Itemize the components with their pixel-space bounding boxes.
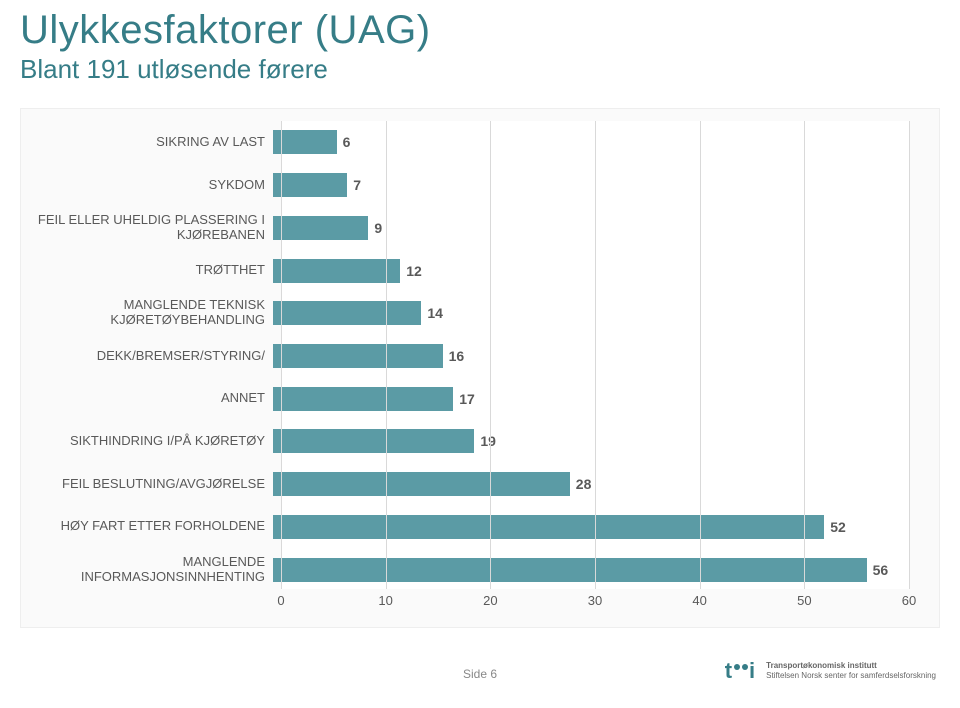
category-label: MANGLENDE TEKNISK KJØRETØYBEHANDLING	[21, 298, 273, 328]
bar-row: SYKDOM 7	[21, 166, 909, 204]
slide: Ulykkesfaktorer (UAG) Blant 191 utløsend…	[0, 0, 960, 708]
logo-dot-icon	[742, 664, 748, 670]
category-label: FEIL ELLER UHELDIG PLASSERING I KJØREBAN…	[21, 213, 273, 243]
grid-line	[281, 121, 282, 589]
bar	[273, 216, 368, 240]
category-label: ANNET	[21, 391, 273, 406]
x-axis: 0102030405060	[281, 593, 909, 615]
bar	[273, 515, 824, 539]
bar-track: 56	[273, 558, 909, 582]
bar-track: 19	[273, 429, 909, 453]
bar-track: 6	[273, 130, 909, 154]
value-label: 19	[480, 433, 496, 449]
grid-line	[386, 121, 387, 589]
plot-area: SIKRING AV LAST6SYKDOM7FEIL ELLER UHELDI…	[281, 121, 909, 589]
category-label: SIKRING AV LAST	[21, 135, 273, 150]
slide-footer: Side 6 ti Transportøkonomisk institutt S…	[0, 654, 960, 694]
category-label: FEIL BESLUTNING/AVGJØRELSE	[21, 477, 273, 492]
logo-dot-icon	[734, 664, 740, 670]
bar	[273, 173, 347, 197]
category-label: TRØTTHET	[21, 263, 273, 278]
x-tick-label: 50	[797, 593, 811, 608]
grid-line	[909, 121, 910, 589]
bar	[273, 301, 421, 325]
bar	[273, 387, 453, 411]
value-label: 14	[427, 305, 443, 321]
value-label: 9	[374, 220, 382, 236]
bar-row: SIKRING AV LAST 6	[21, 123, 909, 161]
bar	[273, 472, 570, 496]
category-label: DEKK/BREMSER/STYRING/	[21, 349, 273, 364]
x-tick-label: 60	[902, 593, 916, 608]
value-label: 12	[406, 263, 422, 279]
slide-subtitle: Blant 191 utløsende førere	[20, 54, 940, 85]
value-label: 52	[830, 519, 846, 535]
bar-row: FEIL ELLER UHELDIG PLASSERING I KJØREBAN…	[21, 209, 909, 247]
bar-track: 7	[273, 173, 909, 197]
bar-track: 14	[273, 301, 909, 325]
logo-block: ti Transportøkonomisk institutt Stiftels…	[725, 658, 936, 684]
value-label: 7	[353, 177, 361, 193]
category-label: SIKTHINDRING I/PÅ KJØRETØY	[21, 434, 273, 449]
value-label: 17	[459, 391, 475, 407]
page-number: Side 6	[463, 667, 497, 681]
value-label: 6	[343, 134, 351, 150]
category-label: SYKDOM	[21, 178, 273, 193]
bar	[273, 558, 867, 582]
bar	[273, 259, 400, 283]
x-tick-label: 40	[692, 593, 706, 608]
x-tick-label: 0	[277, 593, 284, 608]
bar	[273, 344, 443, 368]
bar	[273, 429, 474, 453]
toi-logo: ti	[725, 658, 756, 684]
bar-track: 28	[273, 472, 909, 496]
bar-track: 52	[273, 515, 909, 539]
bar-row: ANNET 17	[21, 380, 909, 418]
value-label: 16	[449, 348, 465, 364]
bar-row: HØY FART ETTER FORHOLDENE 52	[21, 508, 909, 546]
grid-line	[700, 121, 701, 589]
grid-line	[595, 121, 596, 589]
category-label: MANGLENDE INFORMASJONSINNHENTING	[21, 555, 273, 585]
x-tick-label: 20	[483, 593, 497, 608]
bar-row: TRØTTHET 12	[21, 252, 909, 290]
bar-row: DEKK/BREMSER/STYRING/16	[21, 337, 909, 375]
value-label: 28	[576, 476, 592, 492]
logo-text: Transportøkonomisk institutt Stiftelsen …	[766, 661, 936, 680]
logo-line1: Transportøkonomisk institutt	[766, 661, 936, 671]
grid-line	[490, 121, 491, 589]
bar-track: 9	[273, 216, 909, 240]
x-tick-label: 30	[588, 593, 602, 608]
bar-row: MANGLENDE INFORMASJONSINNHENTING 56	[21, 551, 909, 589]
bar-chart: SIKRING AV LAST 6 SYKDOM 7 FEIL ELLER UHELDI…	[20, 108, 940, 628]
bar-track: 16	[273, 344, 909, 368]
x-tick-label: 10	[378, 593, 392, 608]
slide-title: Ulykkesfaktorer (UAG)	[20, 8, 940, 52]
bar-track: 17	[273, 387, 909, 411]
bar-track: 12	[273, 259, 909, 283]
bar-row: FEIL BESLUTNING/AVGJØRELSE 28	[21, 465, 909, 503]
bar-row: SIKTHINDRING I/PÅ KJØRETØY 19	[21, 422, 909, 460]
grid-line	[804, 121, 805, 589]
bar-row: MANGLENDE TEKNISK KJØRETØYBEHANDLING 14	[21, 294, 909, 332]
bar	[273, 130, 337, 154]
category-label: HØY FART ETTER FORHOLDENE	[21, 519, 273, 534]
value-label: 56	[873, 562, 889, 578]
logo-line2: Stiftelsen Norsk senter for samferdselsf…	[766, 671, 936, 681]
